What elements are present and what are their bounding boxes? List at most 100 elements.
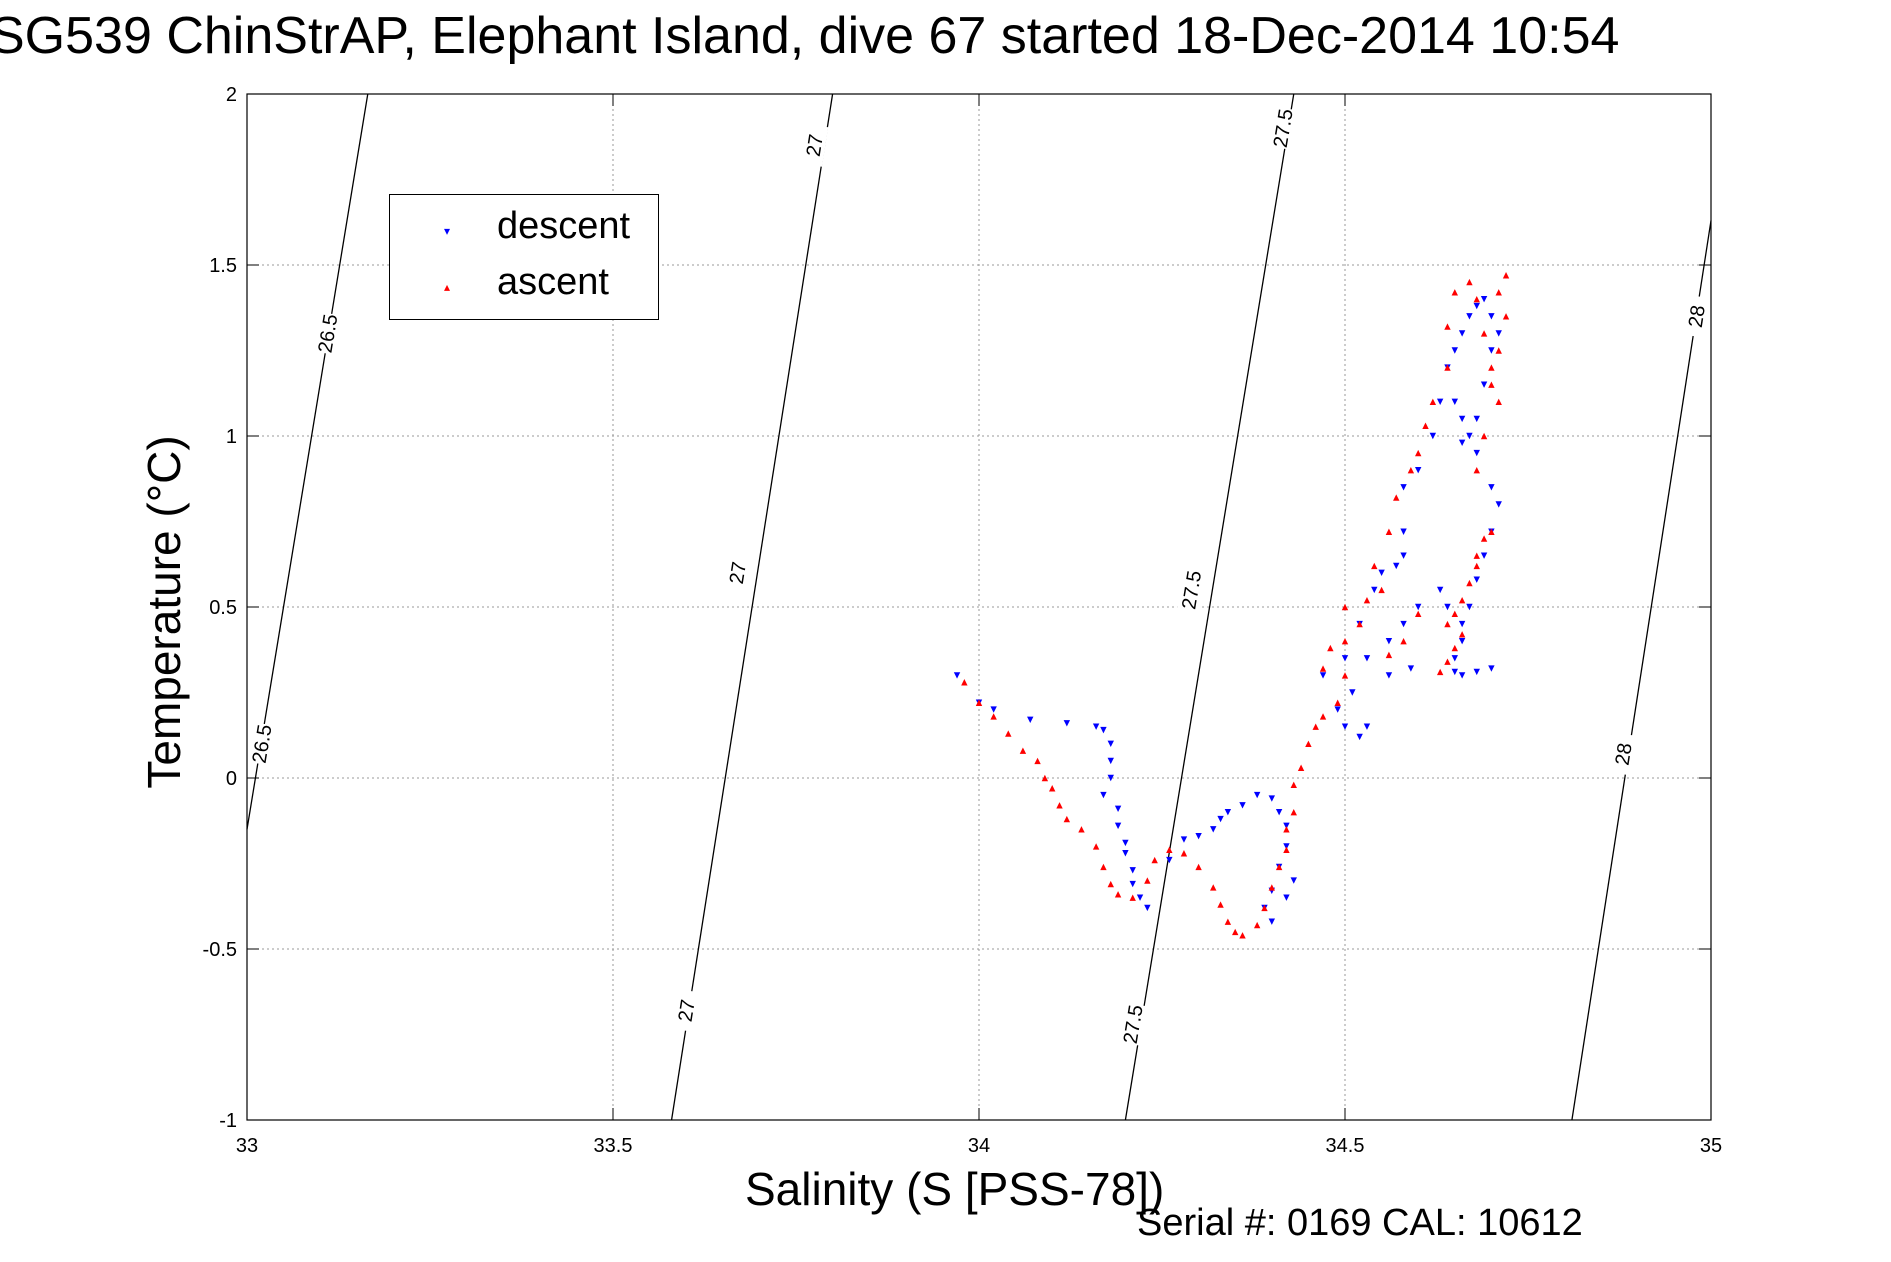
descent-point	[1239, 802, 1246, 809]
descent-point	[1466, 432, 1473, 440]
ascent-point	[1495, 347, 1502, 354]
ascent-point	[1151, 856, 1158, 864]
descent-point	[1385, 638, 1393, 645]
ascent-point	[1063, 815, 1071, 823]
legend-label-descent: descent	[497, 205, 631, 247]
descent-point	[1268, 918, 1275, 925]
descent-point	[1210, 826, 1217, 833]
contour-label: 28	[1612, 742, 1637, 767]
contour-line-27	[670, 93, 834, 1121]
ascent-point	[1253, 921, 1261, 929]
ascent-point	[1378, 586, 1385, 594]
descent-point	[1473, 449, 1480, 457]
legend-label-ascent: ascent	[497, 261, 609, 303]
descent-point	[1473, 415, 1480, 423]
descent-point	[1356, 733, 1363, 741]
y-tick-label: 2	[226, 84, 237, 106]
descent-point	[1488, 484, 1495, 491]
descent-point	[1415, 467, 1422, 474]
descent-point	[1451, 347, 1458, 354]
ascent-point	[1415, 610, 1422, 618]
ascent-point	[1400, 638, 1407, 645]
ascent-point	[1049, 785, 1056, 792]
descent-point	[1363, 655, 1371, 662]
ascent-point	[1363, 596, 1371, 604]
series-descent	[953, 296, 1502, 925]
descent-point	[1100, 726, 1107, 734]
descent-point	[1488, 347, 1495, 354]
descent-point	[1107, 740, 1114, 747]
ascent-point	[1341, 603, 1349, 611]
descent-point	[1136, 894, 1144, 901]
y-tick-label: 1	[226, 426, 237, 448]
contour-label-bg	[723, 551, 752, 595]
contour-label: 27	[675, 998, 700, 1023]
chart-title: SG539 ChinStrAP, Elephant Island, dive 6…	[0, 7, 1620, 65]
ascent-point	[1100, 863, 1107, 871]
descent-point	[1466, 603, 1473, 611]
descent-point	[1224, 809, 1232, 816]
descent-point	[1290, 877, 1297, 884]
ascent-point	[1488, 381, 1495, 388]
descent-point	[1451, 668, 1458, 676]
descent-point	[1378, 569, 1385, 576]
descent-point	[1027, 716, 1034, 724]
descent-point	[1114, 822, 1122, 830]
descent-point	[1275, 809, 1283, 816]
descent-point	[1451, 398, 1458, 405]
ascent-point	[1422, 422, 1429, 429]
descent-point	[1371, 586, 1378, 594]
descent-point	[1092, 723, 1100, 730]
ascent-point	[1107, 880, 1114, 888]
ascent-point	[1341, 672, 1349, 679]
ascent-point	[1290, 809, 1297, 816]
descent-point	[1480, 296, 1488, 303]
descent-point	[1458, 439, 1466, 447]
ascent-point	[1502, 313, 1510, 320]
contour-label: 27	[803, 133, 828, 158]
contour-label-bg	[313, 311, 342, 355]
descent-point	[1217, 815, 1224, 823]
descent-point	[1488, 665, 1495, 672]
descent-point	[1480, 552, 1488, 559]
ascent-point	[1436, 668, 1444, 676]
descent-point	[1488, 313, 1495, 320]
descent-point	[1473, 668, 1480, 676]
data-series	[953, 272, 1510, 939]
descent-point	[1180, 836, 1188, 843]
x-tick-label: 34	[968, 1135, 990, 1157]
descent-point	[1283, 822, 1290, 830]
ascent-point	[1078, 826, 1085, 833]
descent-point	[1334, 706, 1341, 713]
ascent-point	[1034, 757, 1041, 765]
ascent-point	[1114, 891, 1122, 898]
descent-point	[1385, 672, 1393, 679]
descent-point	[1400, 552, 1407, 559]
x-tick-label: 33.5	[594, 1135, 633, 1157]
ascent-point	[1458, 596, 1466, 604]
ascent-point	[1180, 850, 1188, 857]
descent-point	[1458, 672, 1466, 679]
ascent-point	[1195, 863, 1202, 871]
ascent-point	[1283, 846, 1290, 854]
contour-label-bg	[672, 989, 701, 1033]
triangle-down-icon: ▾	[444, 224, 451, 238]
ascent-point	[1473, 562, 1480, 570]
descent-point	[1107, 774, 1114, 782]
ascent-point	[1466, 579, 1473, 587]
descent-point	[1436, 586, 1444, 594]
ascent-point	[1239, 932, 1246, 939]
ascent-point	[1232, 928, 1239, 936]
ascent-point	[1275, 863, 1283, 871]
ascent-point	[1224, 918, 1232, 925]
descent-point	[1195, 832, 1202, 840]
ascent-point	[1319, 665, 1327, 672]
ascent-point	[1451, 289, 1458, 296]
descent-point	[1495, 330, 1502, 337]
descent-point	[1268, 795, 1275, 802]
ascent-point	[1502, 272, 1510, 279]
ascent-point	[1488, 364, 1495, 371]
descent-point	[1349, 689, 1356, 696]
ascent-point	[1327, 644, 1334, 652]
ascent-point	[1092, 843, 1100, 850]
